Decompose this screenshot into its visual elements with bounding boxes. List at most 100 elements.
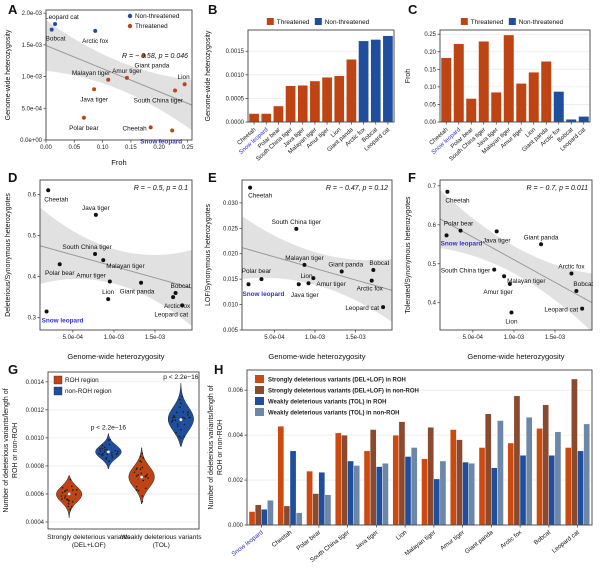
svg-text:South China tiger: South China tiger [441,268,491,275]
svg-text:Lion: Lion [395,529,409,542]
svg-text:Giant panda: Giant panda [328,262,363,269]
svg-text:Malayan tiger: Malayan tiger [72,70,111,77]
svg-text:Leopard cat: Leopard cat [551,529,581,555]
svg-text:p < 2.2e−16: p < 2.2e−16 [91,424,127,431]
svg-text:Amur tiger: Amur tiger [439,529,466,552]
svg-text:0.00: 0.00 [40,145,52,151]
svg-text:1.0e-03: 1.0e-03 [104,335,125,341]
svg-text:0.0004: 0.0004 [26,520,45,526]
svg-text:Bobcat: Bobcat [171,283,191,290]
svg-text:0.6: 0.6 [428,223,437,229]
svg-text:(TOL): (TOL) [153,542,170,549]
svg-text:0.00: 0.00 [424,120,436,126]
panel-letter-h: H [214,362,224,377]
panel-h-chart: 0.000 0.002 0.004 0.006 Snow leopard Cheetah P… [208,369,593,564]
svg-text:0.5: 0.5 [428,262,437,268]
svg-text:0.002: 0.002 [228,478,244,484]
svg-text:Snow leopard: Snow leopard [441,240,483,247]
svg-text:Giant panda: Giant panda [120,289,155,296]
svg-text:0.000: 0.000 [228,523,244,529]
svg-text:Arctic fox: Arctic fox [82,38,109,45]
panel-letter-c: C [408,2,418,17]
svg-text:Polar bear: Polar bear [69,125,99,132]
svg-text:Java tiger: Java tiger [82,205,111,212]
svg-text:Leopard cat: Leopard cat [154,311,188,318]
panel-b-barchart-heterozygosity: 0.0000 0.0005 0.0010 0.0015 Cheetah Snow leop… [200,0,400,168]
svg-text:0.4: 0.4 [28,275,37,281]
svg-text:Froh: Froh [405,69,412,84]
svg-text:Cheetah: Cheetah [123,125,148,132]
svg-text:Non-threatened: Non-threatened [325,19,370,26]
panel-c-barchart-froh: 0.00 0.05 0.10 0.15 0.20 0.25 Cheetah Snow leop… [400,0,600,168]
svg-text:LOF/Synonymous heterozygotes: LOF/Synonymous heterozygotes [205,204,212,306]
svg-text:5.0e-04: 5.0e-04 [22,106,43,112]
svg-text:Bobcat: Bobcat [533,529,553,547]
svg-text:0.004: 0.004 [228,433,244,439]
svg-text:Malayan tiger: Malayan tiger [507,278,546,285]
svg-text:2.0e-03: 2.0e-03 [22,11,43,17]
svg-text:0.030: 0.030 [223,201,239,207]
svg-text:Amur tiger: Amur tiger [112,68,142,75]
svg-text:Java tiger: Java tiger [354,529,379,551]
svg-text:Genome-wide heterozygosity: Genome-wide heterozygosity [467,352,564,361]
svg-text:Cheetah: Cheetah [248,193,273,200]
svg-text:Malayan tiger: Malayan tiger [285,255,324,262]
svg-text:Tolerated/Synonymous heterozyg: Tolerated/Synonymous heterozygotes [405,196,412,314]
svg-text:South China tiger: South China tiger [272,219,322,226]
panel-h-grouped-bars: 0.000 0.002 0.004 0.006 Snow leopard Cheetah P… [205,362,600,569]
svg-text:Lion: Lion [102,289,115,296]
svg-text:Bobcat: Bobcat [46,36,66,43]
svg-text:ROH or non-ROH: ROH or non-ROH [217,420,224,475]
svg-text:Arctic fox: Arctic fox [499,529,524,551]
svg-text:0.0010: 0.0010 [26,436,45,442]
svg-text:Snow leopard: Snow leopard [242,291,284,298]
svg-text:non-ROH region: non-ROH region [65,388,112,395]
svg-text:0.005: 0.005 [223,328,239,334]
svg-text:Lion: Lion [505,318,518,325]
svg-text:Weakly deleterious variants (T: Weakly deleterious variants (TOL) in ROH [268,400,386,406]
svg-text:1.0e-03: 1.0e-03 [305,335,326,341]
svg-text:0.025: 0.025 [223,226,239,232]
svg-text:Java tiger: Java tiger [80,96,109,103]
svg-text:Polar bear: Polar bear [295,529,322,552]
svg-text:0.25: 0.25 [424,32,436,38]
svg-text:0.05: 0.05 [424,102,436,108]
svg-text:0.0e+00: 0.0e+00 [20,138,43,144]
svg-text:Polar bear: Polar bear [45,270,75,277]
svg-text:Polar bear: Polar bear [242,268,272,275]
svg-text:0.006: 0.006 [228,388,244,394]
svg-text:0.5: 0.5 [28,233,37,239]
svg-text:Arctic fox: Arctic fox [164,303,191,310]
svg-text:0.6: 0.6 [28,192,37,198]
svg-text:South China tiger: South China tiger [134,98,184,105]
svg-text:Strongly deleterious variants: Strongly deleterious variants (DEL+LOF) … [268,389,419,395]
svg-text:0.0000: 0.0000 [226,120,245,126]
svg-text:Genome-wide heterozygosity: Genome-wide heterozygosity [67,352,164,361]
panel-letter-a: A [8,2,18,17]
svg-text:Genome-wide heterozygosity: Genome-wide heterozygosity [205,30,212,121]
svg-text:0.3: 0.3 [28,316,37,322]
panel-letter-f: F [408,170,416,185]
svg-text:Weakly deleterious variants (T: Weakly deleterious variants (TOL) in non… [268,411,399,417]
svg-text:1.5e-03: 1.5e-03 [545,335,566,341]
svg-text:Leopard cat: Leopard cat [345,305,379,312]
svg-text:Strongly deleterious variants: Strongly deleterious variants [47,534,131,541]
svg-text:5.0e-04: 5.0e-04 [63,335,84,341]
svg-text:0.0008: 0.0008 [26,464,45,470]
svg-text:Arctic fox: Arctic fox [357,286,384,293]
svg-text:Snow leopard: Snow leopard [140,138,182,145]
svg-text:Genome-wide heterozygosity: Genome-wide heterozygosity [268,352,365,361]
svg-text:5.0e-04: 5.0e-04 [264,335,285,341]
panel-e-chart: 0.005 0.010 0.015 0.020 0.025 0.030 5.0e-04 1.0… [205,179,393,361]
svg-text:1.0e-03: 1.0e-03 [504,335,525,341]
svg-text:0.0015: 0.0015 [226,49,245,55]
svg-text:1.5e-03: 1.5e-03 [22,43,43,49]
svg-text:Threatened: Threatened [135,23,168,30]
svg-text:Arctic fox: Arctic fox [558,264,585,271]
svg-text:0.010: 0.010 [223,303,239,309]
svg-text:Threatened: Threatened [471,19,504,26]
svg-text:Java tiger: Java tiger [291,292,320,299]
